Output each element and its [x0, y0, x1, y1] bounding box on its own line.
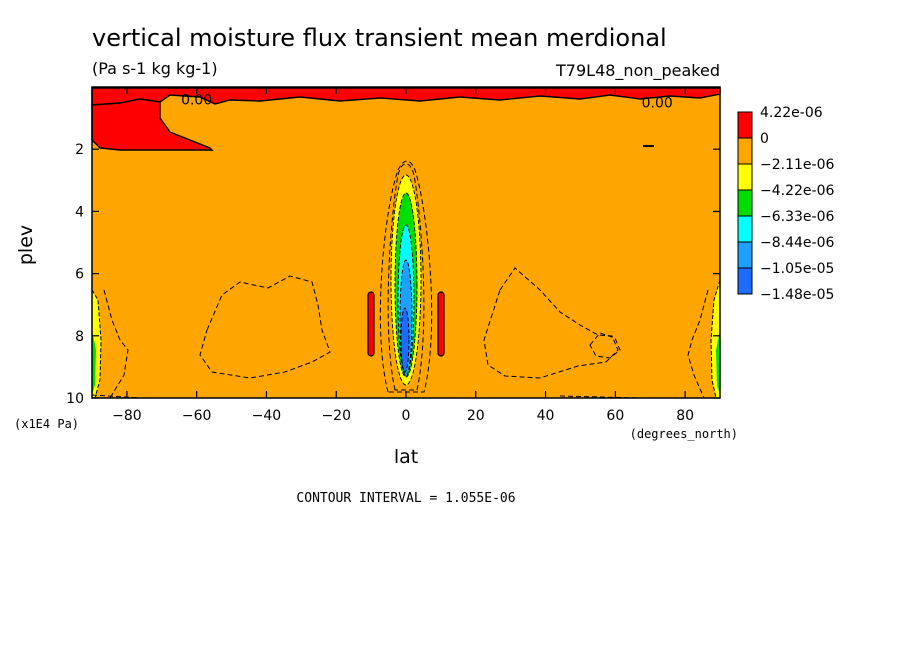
- positive-sliver-west: [367, 291, 375, 357]
- legend-swatch: [737, 111, 753, 139]
- legend-swatch: [737, 215, 753, 243]
- y-tick-label: 8: [75, 329, 84, 345]
- run-label: T79L48_non_peaked: [555, 61, 720, 81]
- legend-label: 4.22e-06: [760, 105, 823, 121]
- dashed-contour-5: [589, 332, 621, 359]
- x-tick-label: 20: [467, 408, 485, 424]
- contour-labels: 0.00 0.00: [181, 92, 673, 111]
- y-tick-label: 4: [75, 204, 84, 220]
- legend-label: −1.48e-05: [760, 287, 834, 303]
- legend-swatch: [737, 267, 753, 295]
- dashed-contour-6: [103, 289, 129, 399]
- chart-title: vertical moisture flux transient mean me…: [92, 24, 667, 52]
- polar-core-north: [716, 330, 720, 395]
- contour-label: 0.00: [642, 96, 673, 112]
- x-tick-label: −40: [252, 408, 282, 424]
- y-tick-label: 10: [66, 391, 84, 407]
- y-tick-label: 6: [75, 267, 84, 283]
- x-axis-units: (degrees_north): [630, 427, 738, 441]
- x-tick-label: 60: [606, 408, 624, 424]
- legend-label: −4.22e-06: [760, 183, 834, 199]
- positive-sliver-east: [437, 291, 445, 357]
- contour-label: 0.00: [181, 92, 212, 108]
- legend: 4.22e-06 0 −2.11e-06 −4.22e-06 −6.33e-06 −8.4…: [737, 105, 834, 303]
- contour-interval: CONTOUR INTERVAL = 1.055E-06: [296, 491, 515, 506]
- x-tick-label: 0: [402, 408, 411, 424]
- plume-level-5: [400, 307, 410, 373]
- legend-label: −1.05e-05: [760, 261, 834, 277]
- y-axis-label: plev: [15, 225, 37, 265]
- dashed-contour-1: [387, 163, 425, 391]
- axes: −80 −60 −40 −20 0 20 40 60 80 2 4 6 8 10: [66, 86, 721, 424]
- legend-label: −6.33e-06: [760, 209, 834, 225]
- legend-swatch: [737, 137, 753, 165]
- legend-swatch: [737, 163, 753, 191]
- chart-units: (Pa s-1 kg kg-1): [92, 59, 218, 78]
- y-axis-units: (x1E4 Pa): [14, 417, 79, 431]
- x-tick-label: 40: [537, 408, 555, 424]
- legend-swatch: [737, 241, 753, 269]
- dashed-contour-7: [687, 289, 709, 399]
- legend-label: −2.11e-06: [760, 157, 834, 173]
- x-tick-label: −20: [321, 408, 351, 424]
- dashed-contour-2: [379, 160, 433, 393]
- legend-label: −8.44e-06: [760, 235, 834, 251]
- legend-swatch: [737, 189, 753, 217]
- x-axis-label: lat: [394, 446, 418, 468]
- dashed-contour-3: [199, 275, 331, 379]
- y-tick-label: 2: [75, 142, 84, 158]
- x-tick-label: −80: [112, 408, 142, 424]
- x-tick-label: 80: [676, 408, 694, 424]
- dashed-contour-4: [483, 267, 619, 379]
- positive-region-southern: [91, 98, 214, 151]
- polar-core-south: [92, 330, 96, 395]
- plot-area: [91, 87, 721, 399]
- legend-label: 0: [760, 131, 769, 147]
- x-tick-label: −60: [182, 408, 212, 424]
